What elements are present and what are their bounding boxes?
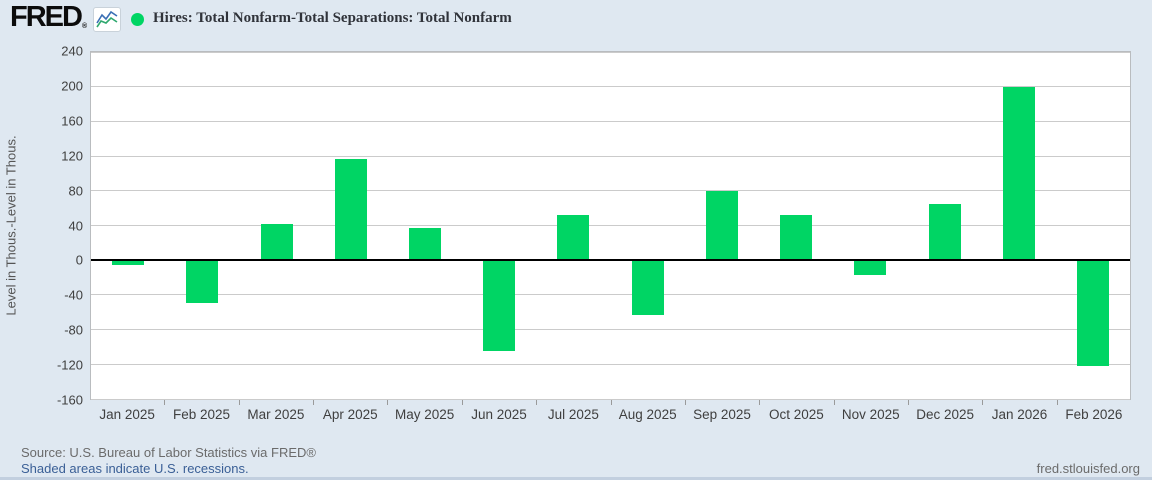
gridline-y--80 — [91, 329, 1130, 331]
gridline-y-160 — [91, 120, 1130, 122]
x-tick-label: Feb 2025 — [173, 407, 231, 422]
x-tick-label: Jan 2026 — [991, 407, 1048, 422]
x-axis-tick — [759, 400, 761, 405]
x-tick-label: Feb 2026 — [1065, 407, 1123, 422]
bar-slot-oct-2025 — [759, 52, 833, 399]
y-tick-label: 200 — [61, 78, 83, 94]
bar-feb-2025[interactable] — [186, 260, 219, 303]
y-tick-label: 40 — [68, 218, 83, 233]
y-tick-label: -80 — [64, 322, 83, 338]
x-axis-tick — [387, 400, 389, 405]
bar-slot-aug-2025 — [611, 52, 685, 399]
fred-sparkline-badge — [93, 7, 121, 32]
bar-slot-apr-2025 — [314, 52, 388, 399]
bar-slot-dec-2025 — [907, 52, 981, 399]
bar-slot-sep-2025 — [685, 52, 759, 399]
bar-jan-2025[interactable] — [112, 260, 145, 265]
gridline-y--160 — [91, 398, 1130, 400]
bar-slot-feb-2026 — [1056, 52, 1130, 399]
bar-slot-jan-2025 — [91, 52, 165, 399]
x-tick-label: Aug 2025 — [618, 407, 677, 422]
x-axis-tick — [1056, 400, 1058, 405]
y-tick-label: 80 — [68, 183, 83, 199]
gridline-y-240 — [91, 51, 1130, 53]
bar-oct-2025[interactable] — [780, 215, 813, 261]
x-tick-label: Oct 2025 — [769, 407, 824, 422]
gridline-y--120 — [91, 363, 1130, 365]
bar-jul-2025[interactable] — [557, 215, 590, 261]
gridline-y-80 — [91, 190, 1130, 192]
bar-slot-jan-2026 — [982, 52, 1056, 399]
gridline-y-200 — [91, 86, 1130, 88]
fred-logo[interactable]: FRED® — [10, 1, 87, 34]
bar-aug-2025[interactable] — [631, 260, 664, 315]
bar-may-2025[interactable] — [408, 228, 441, 261]
bar-slot-may-2025 — [388, 52, 462, 399]
series-legend-label: Hires: Total Nonfarm-Total Separations: … — [153, 10, 512, 26]
x-axis-tick — [982, 400, 984, 405]
x-tick-label: May 2025 — [394, 407, 455, 422]
y-tick-label: -40 — [64, 287, 83, 303]
x-axis-tick — [833, 400, 835, 405]
gridline-y--40 — [91, 294, 1130, 296]
recession-note-link[interactable]: Shaded areas indicate U.S. recessions. — [21, 461, 249, 476]
bar-slot-jun-2025 — [462, 52, 536, 399]
x-axis-ticks — [90, 400, 1131, 405]
bar-slot-feb-2025 — [165, 52, 239, 399]
x-axis-tick — [238, 400, 240, 405]
x-axis-tick — [907, 400, 909, 405]
x-tick-label: Sep 2025 — [693, 407, 751, 422]
x-axis-tick — [313, 400, 315, 405]
bar-slot-nov-2025 — [833, 52, 907, 399]
x-axis-tick — [461, 400, 463, 405]
gridline-y-120 — [91, 155, 1130, 157]
y-tick-label: 240 — [61, 43, 83, 59]
y-axis-labels: 240 200 160 120 80 40 0 -40 -80 -120 -160 — [0, 44, 83, 408]
registered-mark: ® — [81, 23, 88, 30]
x-tick-label: Jul 2025 — [547, 407, 599, 422]
y-tick-label: 120 — [61, 148, 83, 164]
x-tick-label: Mar 2025 — [247, 407, 305, 422]
bar-dec-2025[interactable] — [928, 203, 961, 261]
bar-nov-2025[interactable] — [854, 260, 887, 275]
x-tick-label: Jan 2025 — [99, 407, 155, 422]
y-tick-label: 0 — [75, 252, 83, 268]
y-tick-label: 160 — [61, 113, 83, 129]
x-tick-label: Apr 2025 — [322, 407, 378, 422]
fred-site-link[interactable]: fred.stlouisfed.org — [1036, 461, 1140, 476]
x-axis-tick — [610, 400, 612, 405]
bar-jun-2025[interactable] — [483, 260, 516, 352]
bar-slot-mar-2025 — [239, 52, 313, 399]
bar-mar-2025[interactable] — [260, 223, 293, 261]
x-tick-label: Nov 2025 — [841, 407, 900, 422]
zero-axis-line — [91, 259, 1130, 262]
bar-sep-2025[interactable] — [705, 190, 738, 261]
x-axis-tick — [164, 400, 166, 405]
x-tick-label: Dec 2025 — [916, 407, 975, 422]
gridline-y-40 — [91, 225, 1130, 226]
y-tick-label: -160 — [56, 392, 83, 408]
bar-feb-2026[interactable] — [1076, 260, 1109, 367]
source-attribution: Source: U.S. Bureau of Labor Statistics … — [21, 445, 316, 460]
x-axis-labels: Jan 2025 Feb 2025 Mar 2025 Apr 2025 May 2025… — [90, 407, 1131, 422]
bar-jan-2026[interactable] — [1002, 86, 1035, 261]
x-axis-tick — [536, 400, 538, 405]
bottom-edge-strip — [0, 477, 1152, 480]
x-tick-label: Jun 2025 — [471, 407, 527, 422]
x-axis-tick — [684, 400, 686, 405]
y-tick-label: -120 — [56, 357, 83, 373]
sparkline-icon — [96, 10, 118, 28]
bar-series — [91, 52, 1130, 399]
plot-area[interactable] — [90, 51, 1131, 400]
series-legend-dot — [131, 13, 144, 26]
bar-apr-2025[interactable] — [334, 158, 367, 261]
bar-slot-jul-2025 — [536, 52, 610, 399]
fred-logo-text: FRED — [10, 1, 83, 33]
